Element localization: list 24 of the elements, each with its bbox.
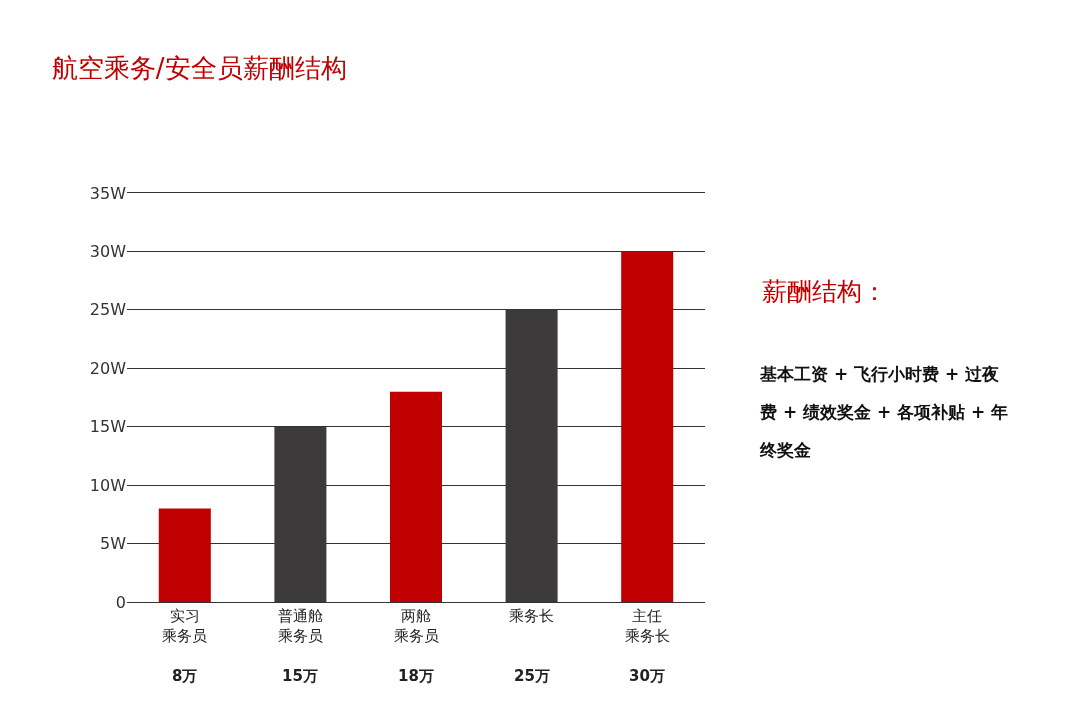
x-tick-label: 普通舱乘务员 bbox=[277, 607, 323, 645]
y-tick-label: 10W bbox=[89, 475, 127, 495]
x-tick-label: 两舱乘务员 bbox=[393, 607, 439, 645]
bar bbox=[158, 508, 211, 602]
y-tick-label: 25W bbox=[89, 300, 127, 320]
y-tick-label: 30W bbox=[89, 242, 127, 262]
data-label: 25万 bbox=[514, 667, 550, 685]
text: 基本工资 + 飞行小时费 + 过夜费 + 绩效奖金 + 各项补贴 + 年终奖金 bbox=[760, 363, 1010, 462]
data-label: 8万 bbox=[172, 667, 198, 685]
x-tick-label: 乘务长 bbox=[509, 607, 555, 625]
y-tick-label: 15W bbox=[89, 417, 127, 437]
y-tick-label: 0 bbox=[115, 592, 126, 612]
y-tick-label: 5W bbox=[100, 534, 127, 554]
y-tick-label: 20W bbox=[89, 358, 127, 378]
y-tick-label: 35W bbox=[89, 183, 127, 203]
chart-title: 航空乘务/安全员薪酬结构 bbox=[51, 52, 347, 83]
data-label: 15万 bbox=[282, 667, 318, 685]
data-label: 18万 bbox=[398, 667, 434, 685]
bar bbox=[389, 391, 443, 602]
data-label: 30万 bbox=[629, 667, 665, 685]
x-tick-label: 主任乘务长 bbox=[624, 607, 670, 645]
x-tick-label: 实习乘务员 bbox=[162, 607, 208, 645]
text: 薪酬结构： bbox=[762, 277, 887, 306]
bar bbox=[621, 251, 674, 602]
